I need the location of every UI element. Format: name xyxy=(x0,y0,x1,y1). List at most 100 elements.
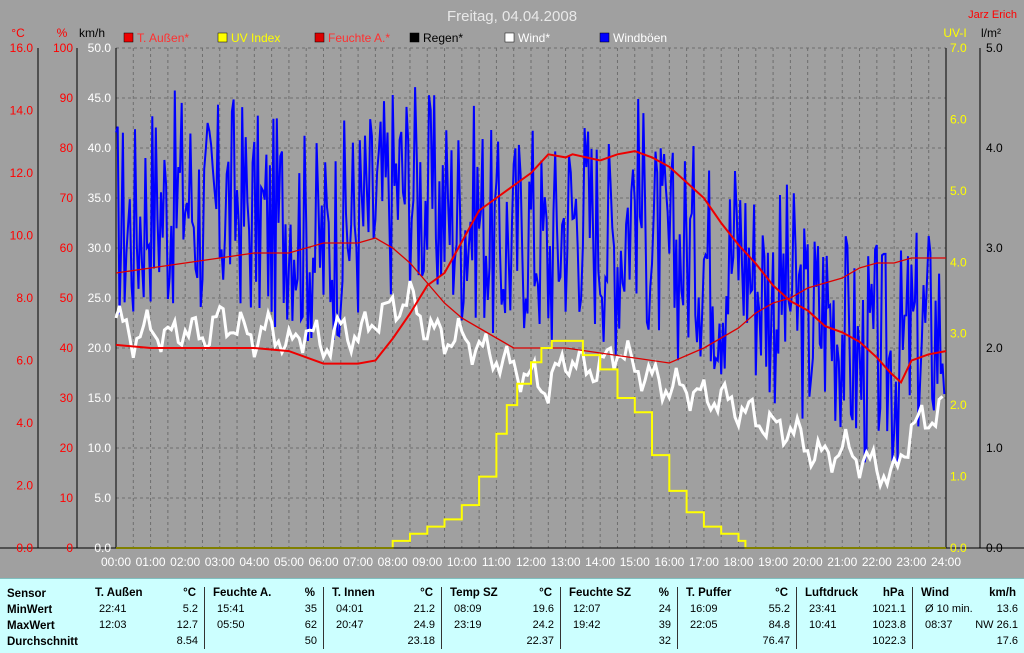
legend-entry: Feuchte A.* xyxy=(328,31,390,45)
min-value: 21.2 xyxy=(413,603,435,615)
rain-tick-label: 3.0 xyxy=(986,241,1003,255)
average-value: 1022.3 xyxy=(872,635,906,647)
x-tick-label: 17:00 xyxy=(689,555,719,569)
x-tick-label: 21:00 xyxy=(827,555,857,569)
series-windboeen-line xyxy=(115,87,946,463)
x-tick-label: 00:00 xyxy=(101,555,131,569)
summary-block: T. Innen °C 04:01 21.2 20:47 24.9 23.18 xyxy=(324,587,442,649)
uv-tick-label: 4.0 xyxy=(950,255,967,269)
summary-table: Sensor MinWert MaxWert Durchschnitt T. A… xyxy=(0,578,1024,653)
wind-tick-label: 50.0 xyxy=(88,41,112,55)
min-value: 35 xyxy=(304,603,317,615)
x-tick-label: 15:00 xyxy=(620,555,650,569)
sensor-name: T. Innen xyxy=(332,587,375,599)
x-tick-label: 22:00 xyxy=(862,555,892,569)
legend-entry: T. Außen* xyxy=(137,31,189,45)
summary-block: T. Außen °C 22:41 5.2 12:03 12.7 8.54 xyxy=(87,587,205,649)
uv-tick-label: 5.0 xyxy=(950,184,967,198)
min-time: Ø 10 min. xyxy=(925,603,973,615)
max-value: 24.9 xyxy=(413,619,435,631)
rain-tick-label: 0.0 xyxy=(986,541,1003,555)
x-tick-label: 10:00 xyxy=(447,555,477,569)
max-value: 39 xyxy=(658,619,671,631)
temp-tick-label: 2.0 xyxy=(16,479,33,493)
summary-block: Temp SZ °C 08:09 19.6 23:19 24.2 22.37 xyxy=(442,587,561,649)
min-value: 13.6 xyxy=(996,603,1018,615)
legend-entry: Regen* xyxy=(423,31,463,45)
chart-area: 0.0 2.0 4.0 6.0 8.0 10.0 12.0 14.0 16.0 0 10 20 30 40… xyxy=(0,0,1024,578)
max-time: 10:41 xyxy=(809,619,837,631)
min-time: 16:09 xyxy=(690,603,718,615)
humidity-tick-label: 30 xyxy=(60,391,74,405)
wind-tick-label: 5.0 xyxy=(94,491,111,505)
row-label-max: MaxWert xyxy=(7,620,55,632)
min-time: 23:41 xyxy=(809,603,837,615)
rain-tick-label: 1.0 xyxy=(986,441,1003,455)
x-tick-label: 01:00 xyxy=(136,555,166,569)
row-label-sensor: Sensor xyxy=(7,588,46,600)
wind-tick-label: 25.0 xyxy=(88,291,112,305)
min-value: 1021.1 xyxy=(872,603,906,615)
sensor-name: Feuchte SZ xyxy=(569,587,631,599)
sensor-unit: °C xyxy=(420,587,433,599)
x-tick-label: 09:00 xyxy=(412,555,442,569)
x-tick-label: 24:00 xyxy=(931,555,961,569)
wind-tick-label: 15.0 xyxy=(88,391,112,405)
max-value: 1023.8 xyxy=(872,619,906,631)
wind-tick-label: 20.0 xyxy=(88,341,112,355)
max-value: 24.2 xyxy=(532,619,554,631)
temp-tick-label: 16.0 xyxy=(10,41,34,55)
x-tick-label: 06:00 xyxy=(308,555,338,569)
max-value: 12.7 xyxy=(176,619,198,631)
uv-tick-label: 1.0 xyxy=(950,470,967,484)
x-tick-label: 13:00 xyxy=(551,555,581,569)
x-tick-label: 11:00 xyxy=(482,555,511,569)
max-time: 05:50 xyxy=(217,619,245,631)
series-feuchte-line xyxy=(115,237,946,364)
wind-axis-label: km/h xyxy=(79,26,105,40)
temp-tick-label: 4.0 xyxy=(16,416,33,430)
rain-tick-label: 5.0 xyxy=(986,41,1003,55)
sensor-unit: °C xyxy=(539,587,552,599)
rain-tick-label: 4.0 xyxy=(986,141,1003,155)
max-value: NW 26.1 xyxy=(975,619,1018,631)
chart-title: Freitag, 04.04.2008 xyxy=(447,8,577,25)
max-time: 22:05 xyxy=(690,619,718,631)
series-uv-line xyxy=(116,339,946,549)
sensor-name: Temp SZ xyxy=(450,587,498,599)
legend-swatch xyxy=(504,32,515,43)
humidity-axis-label: % xyxy=(57,26,68,40)
sensor-unit: % xyxy=(304,587,315,599)
legend-swatch xyxy=(123,32,134,43)
uv-tick-label: 2.0 xyxy=(950,398,967,412)
temp-tick-label: 12.0 xyxy=(10,166,34,180)
x-tick-label: 02:00 xyxy=(170,555,200,569)
wind-tick-label: 0.0 xyxy=(94,541,111,555)
x-tick-label: 23:00 xyxy=(896,555,926,569)
summary-block: Feuchte A.% 15:41 35 05:50 62 50 xyxy=(205,587,324,649)
humidity-tick-label: 70 xyxy=(60,191,74,205)
legend-entry: Wind* xyxy=(518,31,550,45)
sensor-unit: hPa xyxy=(882,587,904,599)
humidity-tick-label: 80 xyxy=(60,141,74,155)
sensor-name: T. Puffer xyxy=(686,587,732,599)
humidity-tick-label: 0 xyxy=(66,541,73,555)
average-value: 50 xyxy=(304,635,317,647)
max-time: 19:42 xyxy=(573,619,601,631)
sensor-unit: °C xyxy=(183,587,196,599)
wind-tick-label: 40.0 xyxy=(88,141,112,155)
legend-swatch xyxy=(409,32,420,43)
legend-swatch xyxy=(217,32,228,43)
row-label-avg: Durchschnitt xyxy=(7,636,78,648)
average-value: 22.37 xyxy=(526,635,554,647)
x-tick-label: 04:00 xyxy=(239,555,269,569)
wind-tick-label: 10.0 xyxy=(88,441,112,455)
x-tick-label: 16:00 xyxy=(654,555,684,569)
x-tick-label: 12:00 xyxy=(516,555,546,569)
legend-entry: UV Index xyxy=(231,31,280,45)
sensor-name: Luftdruck xyxy=(805,587,859,599)
x-tick-label: 18:00 xyxy=(723,555,753,569)
min-value: 55.2 xyxy=(768,603,790,615)
summary-block: Feuchte SZ% 12:07 24 19:42 39 32 xyxy=(561,587,678,649)
wind-tick-label: 45.0 xyxy=(88,91,112,105)
